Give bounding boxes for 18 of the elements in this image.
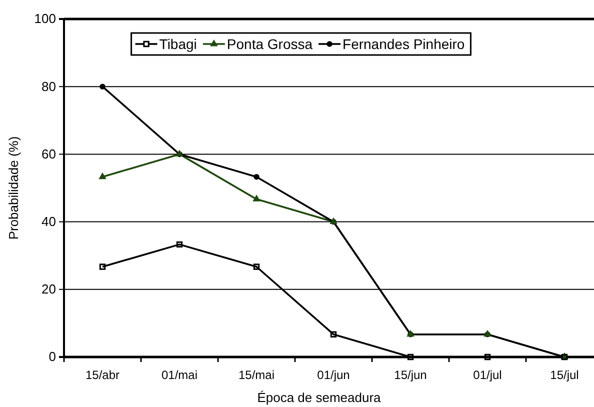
y-axis-title: Probabilidade (%) [6,136,21,240]
x-tick-label: 15/jun [394,368,427,382]
x-axis-title: Época de semeadura [257,390,382,405]
y-tick-label: 80 [42,78,56,94]
x-tick-label: 15/abr [85,368,120,382]
legend-label: Tibagi [159,36,197,52]
y-tick-label: 0 [48,349,56,364]
x-tick-label: 15/mai [238,368,275,382]
y-tick-label: 40 [42,214,56,229]
x-tick-label: 15/jul [550,368,579,382]
x-tick-label: 01/mai [161,368,198,382]
legend-label: Fernandes Pinheiro [342,36,465,52]
y-tick-label: 60 [42,146,56,162]
x-tick-label: 01/jun [317,368,350,382]
legend-label: Ponta Grossa [226,36,313,52]
y-tick-label: 20 [42,282,56,297]
x-tick-label: 01/jul [473,368,502,382]
y-tick-label: 100 [34,11,56,26]
